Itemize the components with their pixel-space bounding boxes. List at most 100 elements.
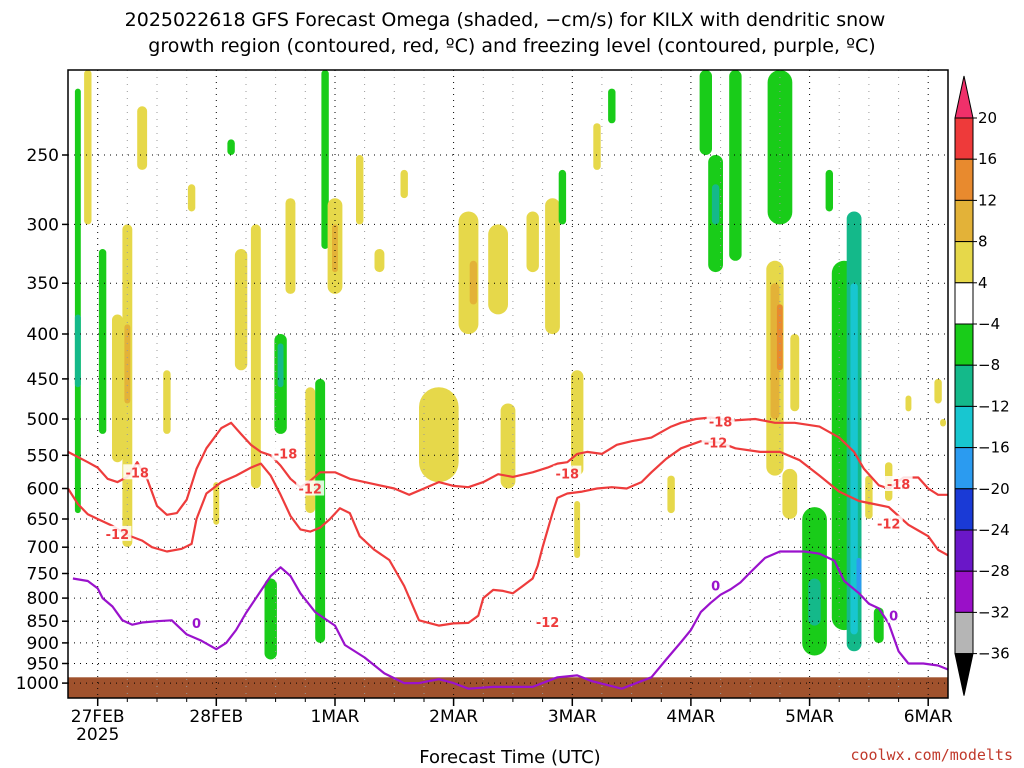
- omega-cell-5: [112, 314, 123, 463]
- contour-label--18: -18: [274, 447, 298, 462]
- x-tick-label-5MAR: 5MAR: [785, 707, 834, 727]
- omega-cell-9: [163, 370, 171, 434]
- x-tick-label-1MAR: 1MAR: [311, 707, 360, 727]
- omega-cell-37: [593, 123, 601, 170]
- credit-text: coolwx.com/modelts: [850, 746, 1013, 764]
- omega-cell-36: [574, 501, 581, 558]
- chart-title-line-2: growth region (contoured, red, ºC) and f…: [148, 35, 875, 57]
- colorbar-swatch-6: [954, 323, 974, 366]
- omega-cell-13: [234, 249, 248, 371]
- omega-cell-24: [356, 155, 364, 225]
- y-tick-label-700: 700: [27, 538, 59, 558]
- colorbar-swatch-3: [954, 199, 974, 243]
- y-tick-label-350: 350: [27, 274, 59, 294]
- colorbar-swatch-1: [954, 117, 974, 160]
- x-axis-label: Forecast Time (UTC): [419, 747, 600, 768]
- colorbar-top-arrow: [954, 75, 974, 119]
- x-tick-label-3MAR: 3MAR: [548, 707, 597, 727]
- contour-label-bg: [874, 515, 903, 531]
- omega-cell-10: [187, 184, 196, 212]
- omega-cell-15: [264, 578, 277, 660]
- y-tick-label-900: 900: [27, 634, 59, 654]
- contour-label--18: -18: [887, 478, 911, 493]
- omega-cell-55: [850, 283, 858, 635]
- omega-cell-43: [729, 70, 742, 261]
- omega-cell-32: [526, 211, 539, 273]
- contour-label-bg: [887, 607, 900, 623]
- omega-cell-11: [213, 482, 220, 525]
- colorbar-swatch-2: [954, 158, 974, 201]
- colorbar-swatch-5: [954, 282, 974, 325]
- colorbar: 20 16 12 8 4 −4 −8 −12 −16 −20 −24 −28 −32 −36: [954, 75, 1010, 696]
- contour-label--18: -18: [125, 466, 149, 481]
- colorbar-label: 16: [978, 150, 997, 168]
- y-tick-label-750: 750: [27, 565, 59, 585]
- omega-shading: [74, 70, 946, 660]
- omega-cell-59: [873, 607, 884, 643]
- temperature-contours: -18 -18 -18 -18 -18 -12 -12 -12 -12 -12 0 0 0: [67, 413, 949, 690]
- omega-cell-34: [558, 169, 567, 225]
- omega-cell-20: [315, 378, 326, 643]
- colorbar-label: 4: [978, 274, 988, 292]
- omega-cell-47: [776, 304, 783, 371]
- contour-label-bg: [706, 413, 735, 429]
- contour-label-bg: [103, 525, 132, 541]
- omega-cell-12: [227, 139, 235, 155]
- y-tick-label-400: 400: [27, 325, 59, 345]
- contour-label--12: -12: [704, 437, 728, 452]
- omega-cell-17: [277, 343, 284, 388]
- omega-cell-1: [74, 314, 81, 388]
- colorbar-bottom-arrow: [954, 653, 974, 696]
- omega-cell-60: [905, 395, 912, 412]
- omega-cell-31: [500, 403, 516, 489]
- contour-label-bg: [709, 577, 722, 593]
- contour-label--18: -18: [556, 468, 580, 483]
- omega-cell-51: [808, 578, 821, 626]
- y-tick-label-550: 550: [27, 446, 59, 466]
- contour-label-bg: [123, 464, 152, 480]
- colorbar-swatch-13: [954, 611, 974, 655]
- omega-cell-38: [608, 88, 616, 124]
- colorbar-swatch-10: [954, 488, 974, 531]
- contour-line-0: [72, 550, 949, 690]
- contour-label-bg: [884, 476, 913, 491]
- plot-frame: [67, 69, 949, 699]
- colorbar-swatch-4: [954, 241, 974, 284]
- contour-label--12: -12: [877, 518, 901, 533]
- colorbar-swatch-7: [954, 364, 974, 407]
- x-tick-label-4MAR: 4MAR: [666, 707, 715, 727]
- contour-label--18: -18: [709, 415, 733, 430]
- colorbar-label: −28: [978, 562, 1010, 580]
- y-tick-label-950: 950: [27, 655, 59, 675]
- contour-label--12: -12: [106, 528, 130, 543]
- omega-cell-62: [940, 419, 946, 427]
- y-tick-label-850: 850: [27, 612, 59, 632]
- omega-cell-42: [711, 184, 720, 225]
- x-tick-label-28FEB: 28FEB: [189, 707, 243, 727]
- omega-cell-29: [469, 260, 478, 305]
- y-tick-label-800: 800: [27, 589, 59, 609]
- colorbar-swatch-11: [954, 529, 974, 572]
- y-tick-label-300: 300: [27, 215, 59, 235]
- colorbar-label: 12: [978, 191, 997, 209]
- contour-label-0: 0: [711, 580, 720, 595]
- contour-line--18: [67, 416, 948, 516]
- contour-label--12: -12: [536, 616, 560, 631]
- y-tick-label-1000: 1000: [16, 674, 59, 694]
- colorbar-swatch-12: [954, 570, 974, 613]
- colorbar-swatch-8: [954, 405, 974, 449]
- colorbar-swatch-9: [954, 447, 974, 490]
- colorbar-label: 8: [978, 233, 988, 251]
- colorbar-label: −20: [978, 480, 1010, 498]
- omega-cell-21: [321, 70, 329, 249]
- omega-cell-35: [571, 370, 584, 476]
- contour-label-0: 0: [192, 617, 201, 632]
- omega-cell-7: [124, 324, 131, 404]
- colorbar-label: −12: [978, 397, 1010, 415]
- contour-label-bg: [296, 480, 325, 496]
- x-tick-label-2MAR: 2MAR: [429, 707, 478, 727]
- x-tick-label-6MAR: 6MAR: [904, 707, 953, 727]
- x-tick-sublabel: 2025: [76, 725, 119, 745]
